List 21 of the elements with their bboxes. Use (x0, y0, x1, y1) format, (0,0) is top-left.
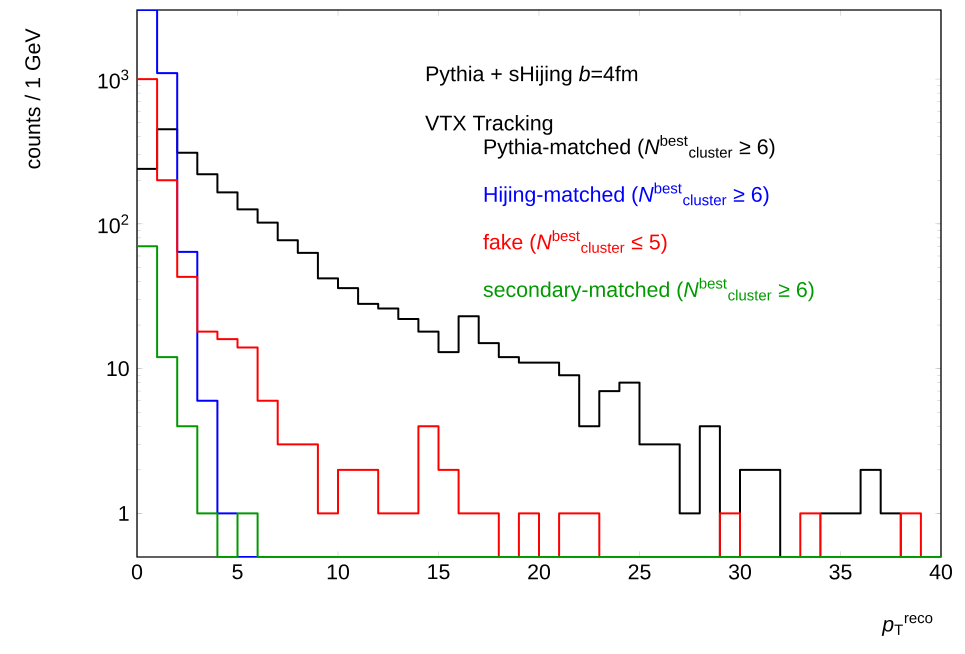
text: secondary-matched (N$^{best}$$_{cluster}$ ≥ 6) (484, 278, 814, 302)
text: Hijing-matched (N$^{best}$$_{cluster}$ ≥ 6) (484, 182, 768, 206)
x-tick-label: 40 (930, 564, 952, 580)
x-tick-label: 5 (232, 564, 243, 580)
text: Pythia-matched (N$^{best}$$_{cluster}$ ≥ 6) (484, 134, 774, 159)
x-tick-label: 0 (132, 564, 142, 580)
x-tick-label: 30 (728, 564, 752, 580)
y-tick-label: 10$^{3}$ (98, 70, 128, 89)
y-tick-label: 10$^{2}$ (98, 214, 128, 234)
y-tick-label: 1 (119, 506, 129, 521)
x-axis-title: p$_{T}$reco (882, 615, 932, 636)
x-tick-label: 25 (628, 564, 650, 580)
x-tick-label: 20 (528, 564, 550, 580)
y-axis-title: counts / 1 GeV (24, 28, 40, 169)
x-tick-label: 10 (328, 564, 350, 580)
x-tick-label: 15 (428, 564, 450, 580)
annotation: VTX Tracking (425, 114, 552, 135)
x-tick-label: 35 (829, 564, 852, 580)
annotation: Pythia + sHijing b=4fm (426, 66, 638, 86)
text: fake (N$^{best}$$_{cluster}$ ≤ 5) (483, 230, 666, 254)
y-tick-label: 10 (108, 361, 129, 376)
